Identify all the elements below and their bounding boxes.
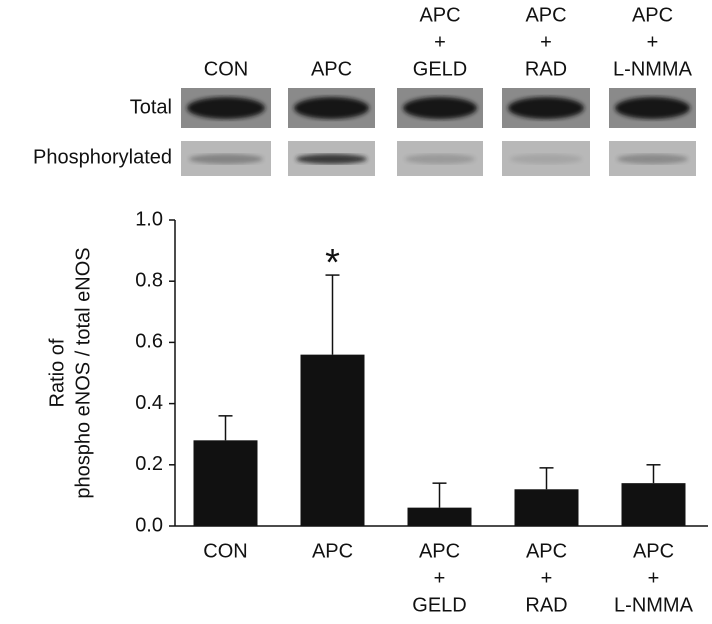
- blot-band: [403, 97, 477, 119]
- x-tick-label: APC: [633, 540, 674, 562]
- significance-marker: *: [325, 242, 340, 284]
- y-tick-label: 0.2: [135, 453, 163, 475]
- blot-band: [296, 154, 367, 164]
- y-tick-label: 0.4: [135, 392, 163, 414]
- blot-row-label: Total: [130, 96, 172, 118]
- blot-column-label: +: [434, 31, 446, 53]
- bar: [193, 440, 258, 526]
- blot-column-label: APC: [525, 4, 566, 26]
- x-tick-label: APC: [419, 540, 460, 562]
- blot-band: [405, 154, 475, 164]
- blot-column-label: GELD: [413, 58, 467, 80]
- x-tick-label: APC: [526, 540, 567, 562]
- blot-column-label: RAD: [525, 58, 567, 80]
- y-tick-label: 0.6: [135, 331, 163, 353]
- y-axis-title: phospho eNOS / total eNOS: [72, 247, 94, 498]
- blot-column-label: APC: [311, 58, 352, 80]
- x-tick-label: L-NMMA: [614, 594, 694, 616]
- bar: [621, 483, 686, 526]
- blot-band: [294, 97, 369, 119]
- blot-column-label: APC: [632, 4, 673, 26]
- x-tick-label: RAD: [525, 594, 567, 616]
- y-axis-title: Ratio of: [46, 338, 68, 407]
- blot-band: [189, 154, 263, 164]
- y-tick-label: 0.0: [135, 514, 163, 536]
- blot-band: [615, 97, 690, 119]
- x-tick-label: +: [434, 567, 446, 589]
- blot-column-label: L-NMMA: [613, 58, 693, 80]
- blot-column-label: APC: [419, 4, 460, 26]
- blot-band: [508, 97, 584, 119]
- bar: [407, 507, 472, 526]
- y-tick-label: 1.0: [135, 208, 163, 230]
- blot-column-label: CON: [204, 58, 248, 80]
- x-tick-label: CON: [203, 540, 247, 562]
- x-tick-label: APC: [312, 540, 353, 562]
- x-tick-label: GELD: [412, 594, 466, 616]
- bar: [514, 489, 579, 526]
- western-blots: [181, 88, 696, 176]
- blot-band: [510, 154, 582, 164]
- blot-column-label: +: [647, 31, 659, 53]
- x-tick-label: +: [648, 567, 660, 589]
- x-tick-label: +: [541, 567, 553, 589]
- y-tick-label: 0.8: [135, 269, 163, 291]
- blot-band: [617, 154, 688, 164]
- blot-column-label: +: [540, 31, 552, 53]
- blot-band: [187, 97, 265, 119]
- blot-row-label: Phosphorylated: [33, 146, 172, 168]
- bar: [300, 354, 365, 526]
